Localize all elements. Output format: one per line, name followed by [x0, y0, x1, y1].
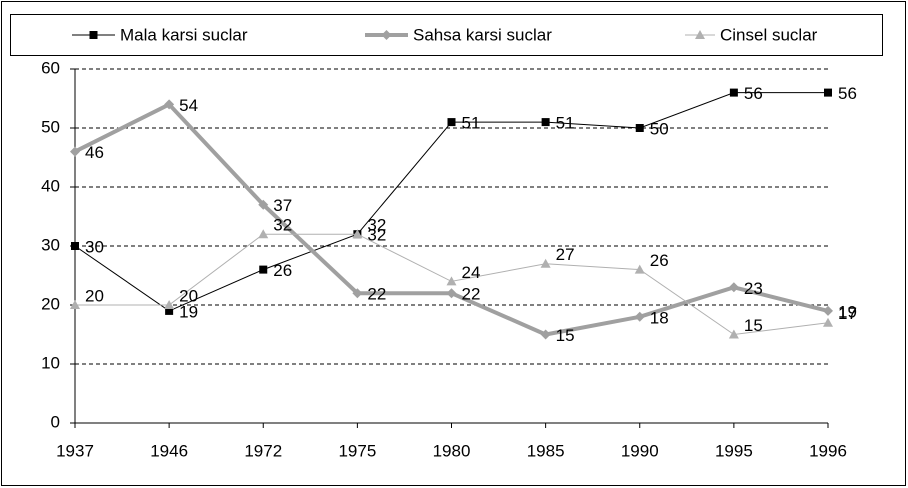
- point: [824, 88, 832, 97]
- point: [164, 300, 175, 309]
- point: [70, 300, 80, 309]
- x-tick-label: 1985: [527, 441, 565, 460]
- data-label: 26: [650, 251, 669, 270]
- x-tick-label: 1990: [621, 441, 659, 460]
- legend-label: Mala karsi suclar: [120, 25, 248, 44]
- data-label: 51: [462, 114, 481, 133]
- data-label: 23: [744, 279, 763, 298]
- point: [634, 264, 645, 274]
- point: [447, 118, 456, 127]
- data-label: 30: [85, 237, 104, 256]
- point: [164, 99, 175, 110]
- point: [729, 88, 738, 97]
- data-label: 46: [85, 143, 104, 162]
- data-label: 26: [273, 261, 292, 280]
- point: [70, 146, 80, 157]
- y-tick-label: 40: [41, 176, 60, 195]
- y-tick-label: 30: [41, 235, 60, 254]
- point: [71, 242, 79, 250]
- data-label: 27: [556, 245, 575, 264]
- data-label: 32: [367, 216, 386, 235]
- data-label: 56: [838, 84, 857, 103]
- x-tick-label: 1980: [433, 441, 471, 460]
- data-label: 50: [650, 119, 669, 138]
- point: [165, 306, 174, 315]
- point: [446, 276, 457, 286]
- data-label: 22: [367, 285, 386, 304]
- data-label: 20: [85, 286, 104, 305]
- data-label: 22: [462, 285, 481, 304]
- data-label: 51: [556, 114, 575, 133]
- data-label: 15: [744, 316, 763, 335]
- point: [823, 317, 833, 327]
- point: [635, 124, 644, 132]
- y-tick-label: 60: [41, 58, 60, 77]
- data-label: 56: [744, 84, 763, 103]
- x-tick-label: 1995: [715, 441, 753, 460]
- point: [540, 258, 551, 268]
- point: [823, 305, 833, 316]
- data-label: 37: [273, 196, 292, 215]
- x-tick-label: 1996: [809, 441, 847, 460]
- point: [540, 329, 551, 340]
- point: [352, 229, 363, 239]
- point: [728, 282, 739, 293]
- point: [89, 31, 98, 39]
- data-label: 18: [650, 308, 669, 327]
- data-label: 54: [179, 96, 198, 115]
- data-label: 32: [273, 216, 292, 235]
- data-label: 15: [556, 326, 575, 345]
- point: [695, 30, 705, 39]
- point: [259, 265, 268, 274]
- legend-label: Cinsel suclar: [720, 25, 818, 44]
- data-label: 20: [179, 286, 198, 305]
- data-label: 17: [838, 304, 857, 323]
- legend-box: [10, 14, 883, 56]
- data-label: 19: [838, 302, 857, 321]
- point: [541, 118, 550, 127]
- x-tick-label: 1975: [338, 441, 376, 460]
- data-label: 19: [179, 302, 198, 321]
- data-label: 32: [367, 226, 386, 245]
- point: [446, 288, 457, 299]
- data-label: 24: [462, 263, 481, 282]
- y-tick-label: 20: [41, 294, 60, 313]
- legend-label: Sahsa karsi suclar: [413, 25, 552, 44]
- point: [634, 311, 645, 322]
- point: [352, 288, 363, 299]
- x-tick-label: 1946: [150, 441, 188, 460]
- point: [258, 199, 269, 210]
- point: [728, 329, 739, 339]
- x-tick-label: 1937: [56, 441, 94, 460]
- point: [258, 229, 269, 239]
- x-tick-label: 1972: [244, 441, 282, 460]
- point: [381, 30, 392, 40]
- y-tick-label: 10: [41, 353, 60, 372]
- y-tick-label: 0: [51, 412, 60, 431]
- y-tick-label: 50: [41, 117, 60, 136]
